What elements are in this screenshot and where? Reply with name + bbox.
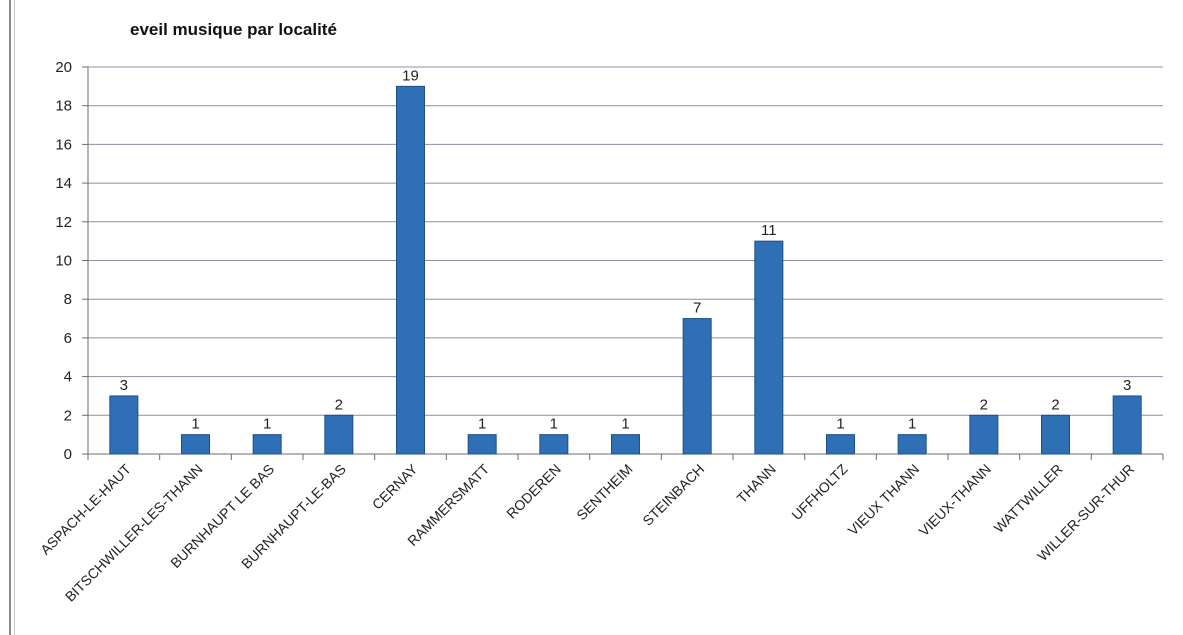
data-label: 19 — [402, 67, 419, 84]
x-tick-label: CERNAY — [369, 460, 421, 512]
bar — [539, 434, 569, 455]
bar — [109, 395, 139, 455]
page-edge-line-secondary — [14, 0, 15, 635]
y-tick-label: 20 — [55, 59, 72, 76]
y-tick-label: 0 — [64, 446, 72, 463]
data-label: 2 — [980, 396, 988, 413]
bar — [181, 434, 210, 455]
y-tick-label: 10 — [55, 253, 72, 270]
bar — [324, 414, 354, 455]
data-label: 1 — [836, 416, 844, 433]
x-tick-label: SENTHEIM — [573, 461, 635, 523]
y-tick-label: 2 — [64, 407, 72, 424]
x-tick-label: BITSCHWILLER-LES-THANN — [62, 461, 206, 605]
data-label: 11 — [761, 222, 777, 239]
bar — [467, 434, 497, 455]
x-tick-label: RODEREN — [503, 461, 564, 522]
bar — [826, 434, 855, 455]
bar — [611, 434, 640, 455]
data-label: 1 — [478, 416, 486, 433]
bar — [396, 85, 425, 455]
y-tick-label: 4 — [64, 369, 72, 386]
data-label: 3 — [1123, 377, 1131, 394]
bar — [682, 318, 712, 455]
data-label: 1 — [191, 416, 199, 433]
bar — [252, 434, 282, 455]
x-tick-label: WATTWILLER — [991, 461, 1066, 536]
chart-title: eveil musique par localité — [130, 20, 337, 39]
x-tick-label: VIEUX-THANN — [916, 461, 994, 539]
bar — [897, 434, 927, 455]
data-label: 1 — [263, 416, 271, 433]
data-label: 2 — [335, 396, 343, 413]
bar — [1041, 414, 1070, 455]
data-label: 1 — [550, 416, 558, 433]
x-tick-label: STEINBACH — [639, 461, 707, 529]
y-tick-label: 12 — [55, 214, 72, 231]
bar — [969, 414, 999, 455]
y-tick-label: 14 — [55, 175, 72, 192]
data-label: 2 — [1051, 396, 1059, 413]
bar — [1112, 395, 1142, 455]
x-tick-label: THANN — [734, 461, 779, 506]
y-tick-label: 6 — [64, 330, 72, 347]
data-label: 1 — [908, 416, 916, 433]
data-label: 1 — [621, 416, 629, 433]
x-tick-label: VIEUX THANN — [845, 461, 923, 539]
data-label: 3 — [120, 377, 128, 394]
bar — [754, 240, 784, 455]
page-edge-line — [9, 0, 11, 635]
y-tick-label: 16 — [55, 136, 72, 153]
y-tick-label: 18 — [55, 98, 72, 115]
x-tick-label: UFFHOLTZ — [788, 461, 851, 524]
data-label: 7 — [693, 300, 701, 317]
y-tick-label: 8 — [64, 291, 72, 308]
